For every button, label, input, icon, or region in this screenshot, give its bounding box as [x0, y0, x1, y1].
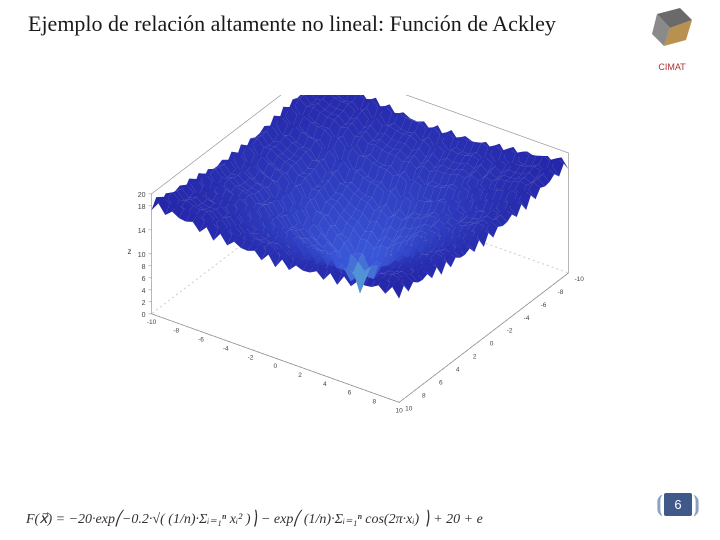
svg-text:4: 4: [456, 367, 460, 374]
logo: CIMAT: [642, 6, 702, 72]
svg-text:10: 10: [405, 405, 413, 412]
svg-text:10: 10: [395, 407, 403, 414]
svg-text:-4: -4: [524, 315, 530, 322]
svg-text:-8: -8: [558, 289, 564, 296]
ackley-formula: F(x⃗) = −20·exp⎛−0.2·√( (1/n)·Σᵢ₌₁ⁿ xᵢ² …: [26, 511, 606, 528]
svg-text:18: 18: [138, 204, 146, 211]
svg-text:-2: -2: [507, 328, 513, 335]
bracket-left-icon: ⦗: [655, 491, 664, 517]
svg-text:8: 8: [142, 264, 146, 271]
svg-text:0: 0: [142, 312, 146, 319]
ackley-surface-chart: 0246810141820z-10-8-6-4-20246810-10-8-6-…: [90, 95, 630, 415]
svg-text:6: 6: [439, 379, 443, 386]
formula-text: F(x⃗) = −20·exp⎛−0.2·√( (1/n)·Σᵢ₌₁ⁿ xᵢ² …: [26, 512, 483, 527]
svg-text:6: 6: [142, 276, 146, 283]
svg-text:-2: -2: [248, 354, 254, 361]
logo-icon: [642, 6, 702, 61]
svg-text:-4: -4: [223, 345, 229, 352]
svg-text:-6: -6: [541, 302, 547, 309]
svg-text:2: 2: [473, 354, 477, 361]
surface-svg: 0246810141820z-10-8-6-4-20246810-10-8-6-…: [90, 95, 630, 415]
svg-text:8: 8: [373, 399, 377, 406]
page-number-badge: ⦗ 6 ⦘: [654, 488, 702, 520]
svg-text:8: 8: [422, 392, 426, 399]
page-number: 6: [664, 493, 691, 516]
svg-text:z: z: [128, 247, 132, 256]
svg-text:4: 4: [323, 381, 327, 388]
slide-title: Ejemplo de relación altamente no lineal:…: [28, 10, 588, 38]
svg-text:2: 2: [142, 300, 146, 307]
logo-text: CIMAT: [642, 62, 702, 72]
svg-text:-6: -6: [198, 337, 204, 344]
svg-text:-10: -10: [147, 319, 157, 326]
svg-text:0: 0: [490, 341, 494, 348]
svg-text:-10: -10: [574, 276, 584, 283]
svg-text:10: 10: [138, 252, 146, 259]
svg-text:14: 14: [138, 228, 146, 235]
svg-text:-8: -8: [173, 328, 179, 335]
svg-text:0: 0: [273, 363, 277, 370]
svg-text:6: 6: [348, 390, 352, 397]
svg-text:2: 2: [298, 372, 302, 379]
svg-text:20: 20: [138, 192, 146, 199]
svg-text:4: 4: [142, 288, 146, 295]
bracket-right-icon: ⦘: [692, 491, 701, 517]
